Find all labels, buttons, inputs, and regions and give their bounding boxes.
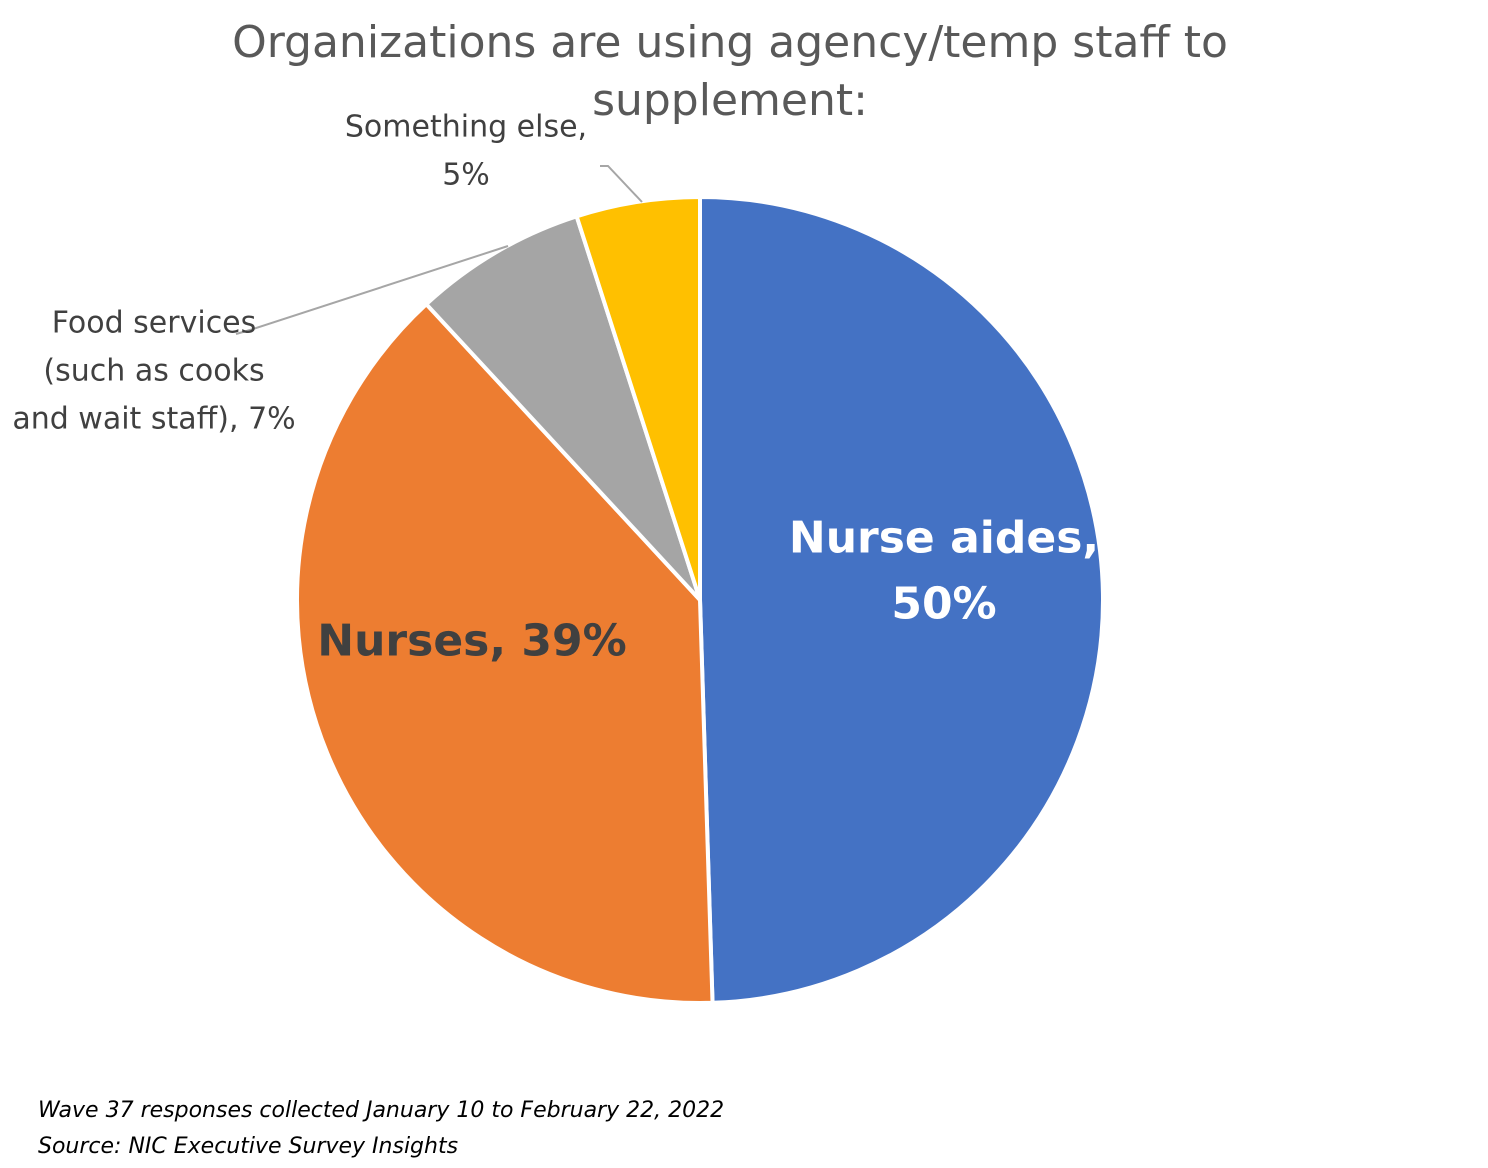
slice-label-line: 5% (442, 158, 490, 193)
slice-label-nurse-aides: Nurse aides, 50% (789, 512, 1099, 629)
slice-label-line: Nurses, 39% (317, 615, 626, 666)
footnote-responses: Wave 37 responses collected January 10 t… (38, 1098, 725, 1123)
slice-label-line: Food services (52, 306, 257, 341)
slice-label-line: (such as cooks (43, 354, 264, 389)
footnote-source: Source: NIC Executive Survey Insights (38, 1134, 459, 1159)
slice-label-something-else: Something else, 5% (345, 110, 587, 193)
slice-labels: Nurse aides, 50% Nurses, 39% Food services (… (12, 110, 1099, 667)
slice-label-line: and wait staff), 7% (12, 402, 295, 437)
slice-label-line: 50% (891, 578, 996, 629)
slice-label-line: Nurse aides, (789, 512, 1099, 563)
pie-slices (294, 195, 1106, 1005)
chart-title: Organizations are using agency/temp staf… (232, 17, 1228, 126)
slice-label-food-services-such-as-cooks-and-wait-staff: Food services (such as cooks and wait staf… (12, 306, 295, 437)
pie-slice-nurses (294, 302, 715, 1005)
leader-lines (235, 165, 643, 335)
pie-slice-food-services-such-as-cooks-and-wait-staff (424, 214, 702, 602)
pie-slice-nurse-aides (698, 195, 1106, 1005)
slice-label-nurses: Nurses, 39% (317, 615, 626, 666)
leader-line-something-else (600, 165, 643, 203)
slice-label-line: Something else, (345, 110, 587, 145)
pie-slice-something-else (574, 195, 702, 602)
leader-line-food-services-such-as-cooks-and-wait-staff (235, 245, 509, 335)
